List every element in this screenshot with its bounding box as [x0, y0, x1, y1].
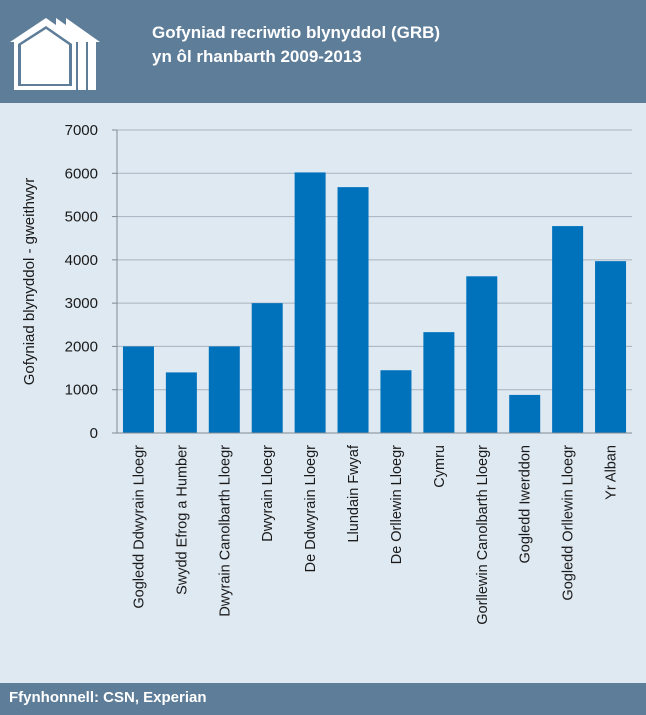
x-tick-label: Dwyrain Canolbarth Lloegr	[217, 445, 233, 617]
y-tick-labels: 0 1000 2000 3000 4000 5000 6000 7000	[65, 122, 98, 442]
y-tick-label: 6000	[65, 165, 98, 182]
x-tick-label: Gogledd Ddwyrain Lloegr	[131, 445, 147, 609]
x-tick-label: Dwyrain Lloegr	[260, 445, 276, 542]
y-tick-label: 7000	[65, 122, 98, 139]
bar	[595, 261, 627, 433]
y-tick-label: 5000	[65, 209, 98, 226]
bars	[122, 172, 627, 434]
title-line-1: Gofyniad recriwtio blynyddol (GRB)	[152, 23, 441, 42]
x-tick-label: Cymru	[432, 445, 448, 488]
x-tick-label: Gorllewin Canolbarth Lloegr	[475, 445, 491, 625]
bar	[165, 372, 197, 433]
bar	[466, 276, 498, 433]
axes	[116, 130, 632, 434]
x-tick-label: Llundain Fwyaf	[346, 444, 362, 542]
y-tick-label: 2000	[65, 338, 98, 355]
bar	[509, 394, 541, 433]
x-tick-label: De Orllewin Lloegr	[389, 445, 405, 564]
bar	[208, 346, 240, 433]
houses-icon	[10, 18, 100, 90]
x-tick-label: De Ddwyrain Lloegr	[303, 445, 319, 573]
x-tick-label: Gogledd Iwerddon	[518, 445, 534, 564]
bar	[337, 187, 369, 433]
x-tick-label: Swydd Efrog a Humber	[174, 445, 190, 595]
y-tick-label: 1000	[65, 382, 98, 399]
bar	[552, 226, 584, 433]
y-tick-label: 0	[90, 425, 98, 442]
source-text: Ffynhonnell: CSN, Experian	[9, 689, 207, 706]
y-axis-label: Gofyniad blynyddol - gweithwyr	[21, 178, 38, 386]
header-banner: Gofyniad recriwtio blynyddol (GRB) yn ôl…	[0, 0, 646, 103]
bar	[423, 332, 455, 433]
title-line-2: yn ôl rhanbarth 2009-2013	[152, 47, 362, 66]
x-tick-label: Gogledd Orllewin Lloegr	[561, 445, 577, 601]
x-tick-labels: Gogledd Ddwyrain Lloegr Swydd Efrog a Hum…	[131, 444, 619, 625]
x-tick-label: Yr Alban	[604, 445, 620, 500]
bar	[380, 370, 412, 433]
footer-banner: Ffynhonnell: CSN, Experian	[0, 683, 646, 715]
bar	[251, 303, 283, 433]
grid-lines	[112, 129, 632, 434]
bar-chart: 0 1000 2000 3000 4000 5000 6000 7000 Gogledd Dd…	[21, 122, 632, 625]
y-tick-label: 3000	[65, 295, 98, 312]
y-tick-label: 4000	[65, 252, 98, 269]
bar	[294, 172, 326, 434]
bar	[122, 346, 154, 433]
chart-title: Gofyniad recriwtio blynyddol (GRB) yn ôl…	[152, 21, 440, 69]
